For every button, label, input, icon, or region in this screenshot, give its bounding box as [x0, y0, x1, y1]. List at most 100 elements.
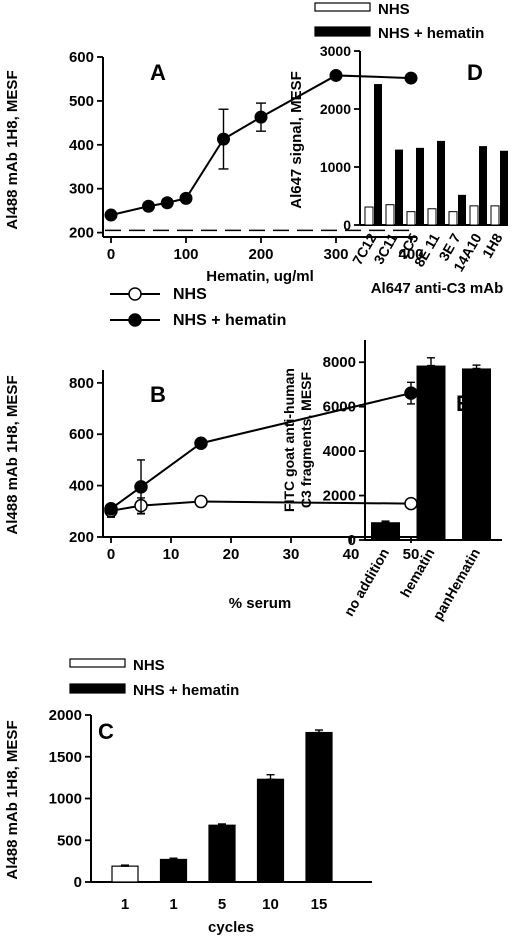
y-tick-label: 500 — [57, 832, 82, 849]
x-tick-label: 15 — [311, 896, 328, 913]
y-tick-label: 8000 — [323, 354, 356, 371]
bar-nhs — [448, 211, 458, 226]
bar-nhs-hematin — [500, 150, 508, 225]
panel-label: C — [98, 719, 114, 744]
y-axis-label: C3 fragments, MESF — [298, 371, 314, 508]
bar-nhs-hematin — [416, 147, 424, 225]
panel-label: B — [150, 382, 166, 407]
bar — [111, 865, 139, 883]
x-tick-label: 0 — [107, 546, 115, 563]
data-point — [404, 386, 418, 400]
x-axis-label: Al647 anti-C3 mAb — [371, 280, 504, 297]
bar-nhs-hematin — [458, 194, 466, 225]
data-point — [104, 208, 118, 222]
x-axis-label: cycles — [208, 919, 254, 936]
x-tick-label: 20 — [223, 546, 240, 563]
legend-label: NHS + hematin — [133, 682, 239, 699]
y-tick-label: 400 — [69, 137, 94, 154]
x-tick-label: 10 — [163, 546, 180, 563]
bar-nhs — [364, 206, 374, 226]
y-axis-label: Al488 mAb 1H8, MESF — [4, 70, 21, 229]
data-point — [217, 132, 230, 146]
panel-label: A — [150, 60, 166, 85]
legend-swatch-filled — [314, 26, 371, 37]
data-point — [142, 199, 155, 213]
bar-nhs — [385, 204, 395, 226]
y-axis-label: Al488 mAb 1H8, MESF — [4, 375, 21, 534]
x-tick-label: 10 — [262, 896, 279, 913]
y-tick-label: 3000 — [320, 43, 351, 59]
y-tick-label: 400 — [69, 478, 94, 495]
x-tick-label: 30 — [283, 546, 300, 563]
bar-nhs-hematin — [374, 84, 382, 225]
y-tick-label: 6000 — [323, 399, 356, 416]
data-point — [404, 496, 418, 511]
y-tick-label: 0 — [348, 532, 356, 549]
bar — [462, 368, 491, 540]
y-tick-label: 4000 — [323, 443, 356, 460]
y-tick-label: 600 — [69, 426, 94, 443]
y-tick-label: 1000 — [49, 791, 82, 808]
data-point — [104, 501, 118, 516]
panel-label: D — [467, 60, 483, 85]
data-point — [160, 196, 174, 210]
x-tick-label: 1 — [121, 896, 129, 913]
bar-nhs — [469, 205, 479, 226]
x-tick-label: panHematin — [429, 546, 483, 623]
y-tick-label: 300 — [69, 181, 94, 198]
legend-label: NHS + hematin — [378, 25, 484, 42]
y-axis-label: Al488 mAb 1H8, MESF — [4, 720, 21, 879]
x-tick-label: 50 — [403, 546, 420, 563]
y-tick-label: 2000 — [49, 707, 82, 724]
legend-label: NHS + hematin — [173, 312, 286, 329]
series-line-nhs-hematin — [110, 392, 412, 510]
x-axis-label: Hematin, ug/ml — [206, 268, 314, 285]
legend-swatch-open — [69, 658, 126, 668]
data-point — [179, 191, 193, 205]
bar — [256, 778, 285, 883]
legend-swatch-filled — [69, 683, 126, 694]
y-tick-label: 1500 — [49, 749, 82, 766]
bar — [208, 824, 236, 883]
bar-nhs — [427, 208, 437, 226]
x-tick-label: 0 — [107, 246, 115, 263]
bar-nhs-hematin — [437, 140, 445, 225]
y-tick-label: 200 — [69, 225, 94, 242]
legend-marker — [128, 287, 142, 301]
data-point — [134, 480, 148, 494]
bar — [371, 522, 400, 540]
x-tick-label: 40 — [343, 546, 360, 563]
bar-nhs — [406, 211, 416, 226]
panel-a-chart: 200 300 400 500 600 0 100 200 300 400 Al488 mAb 1H… — [4, 49, 424, 285]
series-line — [110, 74, 412, 217]
x-tick-label: 1 — [169, 896, 177, 913]
x-tick-label: 200 — [248, 246, 273, 263]
x-tick-label: 300 — [323, 246, 348, 263]
data-point — [329, 68, 343, 82]
data-point — [404, 71, 418, 85]
y-tick-label: 800 — [69, 375, 94, 392]
legend-label: NHS — [133, 657, 165, 674]
y-tick-label: 500 — [69, 93, 94, 110]
y-tick-label: 0 — [74, 874, 82, 891]
x-tick-label: 5 — [218, 896, 226, 913]
x-tick-label: 400 — [398, 246, 423, 263]
y-tick-label: 0 — [343, 217, 351, 233]
bar-nhs-hematin — [479, 146, 487, 225]
bar — [305, 731, 333, 883]
y-axis-label: Al647 signal, MESF — [288, 71, 305, 209]
data-point — [254, 110, 268, 124]
data-point — [194, 436, 208, 450]
x-tick-label: 1H8 — [479, 230, 506, 260]
bar — [159, 858, 188, 883]
data-point — [194, 494, 208, 509]
y-tick-label: 1000 — [320, 159, 351, 175]
x-axis-label: % serum — [229, 595, 292, 612]
y-tick-label: 200 — [69, 529, 94, 546]
bar-nhs-hematin — [395, 149, 403, 225]
series-line-nhs — [110, 500, 412, 512]
